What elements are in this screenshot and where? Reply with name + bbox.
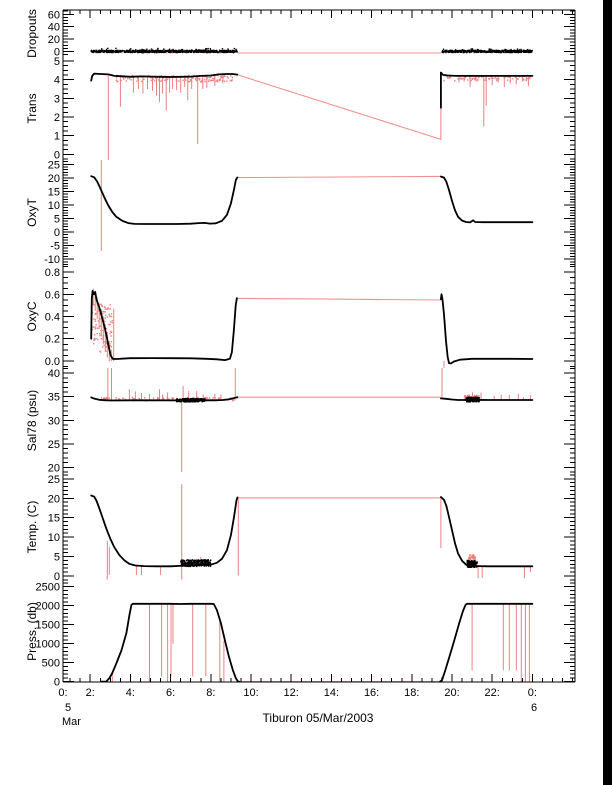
panel-temp-data [90, 484, 534, 580]
xtick-label: 22: [485, 687, 500, 699]
ytick-label-temp: 25 [48, 474, 60, 486]
ytick-label-oxyt: 5 [54, 214, 60, 226]
ytick-label-temp: 0 [54, 571, 60, 583]
ytick-label-trans: 2 [54, 112, 60, 124]
y-axis-title-temp: Temp. (C) [25, 501, 39, 554]
chart-title: Tiburon 05/Mar/2003 [263, 711, 374, 725]
ytick-label-oxyc: 0.8 [45, 267, 60, 279]
ytick-label-press: 500 [42, 658, 60, 670]
ytick-label-press: 1500 [36, 620, 60, 632]
ytick-label-trans: 1 [54, 131, 60, 143]
xtick-label: 12: [284, 687, 299, 699]
ytick-label-trans: 4 [54, 75, 60, 87]
ytick-label-trans: 5 [54, 56, 60, 68]
ytick-label-oxyc: 0.4 [45, 312, 60, 324]
ytick-label-oxyc: 0.2 [45, 334, 60, 346]
x-month-label: Mar [62, 716, 81, 728]
xtick-label: 6: [166, 687, 175, 699]
panel-oxyt-data [90, 160, 534, 251]
ytick-label-temp: 15 [48, 513, 60, 525]
axis-labels: 0204060Dropouts012345Trans-10-5051015202… [25, 9, 537, 728]
ytick-label-sal78: 20 [48, 462, 60, 474]
ytick-label-press: 0 [54, 677, 60, 689]
ytick-label-temp: 5 [54, 552, 60, 564]
xtick-label: 8: [206, 687, 215, 699]
ytick-label-sal78: 40 [48, 368, 60, 380]
ytick-label-oxyt: -10 [44, 254, 60, 266]
y-axis-title-press: Press. (db) [25, 602, 39, 661]
ytick-label-sal78: 30 [48, 415, 60, 427]
ytick-label-dropouts: 60 [48, 9, 60, 21]
y-axis-title-trans: Trans [25, 93, 39, 123]
ytick-label-temp: 20 [48, 493, 60, 505]
xtick-label: 2: [86, 687, 95, 699]
ytick-label-oxyc: 0.0 [45, 356, 60, 368]
ytick-label-temp: 10 [48, 532, 60, 544]
xtick-label: 0: [58, 687, 67, 699]
ytick-label-sal78: 25 [48, 439, 60, 451]
ytick-label-oxyt: 0 [54, 227, 60, 239]
panel-sal78-data [90, 368, 534, 473]
ytick-label-press: 2500 [36, 582, 60, 594]
panel-oxyc-data [90, 288, 534, 368]
xtick-label: 0: [528, 687, 537, 699]
ytick-label-press: 2000 [36, 601, 60, 613]
panel-press-data [100, 602, 534, 682]
ytick-label-oxyt: 15 [48, 186, 60, 198]
y-axis-title-dropouts: Dropouts [25, 9, 39, 58]
ytick-label-dropouts: 0 [54, 46, 60, 58]
ytick-label-oxyt: 10 [48, 200, 60, 212]
ytick-label-oxyc: 0.6 [45, 289, 60, 301]
ytick-label-oxyt: -5 [50, 241, 60, 253]
y-axis-title-oxyc: OxyC [25, 301, 39, 331]
xtick-label: 18: [404, 687, 419, 699]
right-black-bar [603, 0, 612, 785]
ytick-label-oxyt: 25 [48, 159, 60, 171]
x-day-left-label: 5 [65, 702, 71, 714]
xtick-label: 4: [126, 687, 135, 699]
xtick-label: 20: [444, 687, 459, 699]
ytick-label-trans: 3 [54, 93, 60, 105]
xtick-label: 10: [243, 687, 258, 699]
ytick-label-dropouts: 20 [48, 34, 60, 46]
x-day-right-label: 6 [531, 702, 537, 714]
ytick-label-dropouts: 40 [48, 22, 60, 34]
ytick-label-oxyt: 20 [48, 173, 60, 185]
ytick-label-press: 1000 [36, 639, 60, 651]
panel-dropouts-data [90, 47, 533, 54]
xtick-label: 14: [324, 687, 339, 699]
y-axis-title-oxyt: OxyT [25, 198, 39, 227]
y-axis-title-sal78: Sal78 (psu) [25, 390, 39, 451]
ytick-label-trans: 0 [54, 149, 60, 161]
xtick-label: 16: [364, 687, 379, 699]
ytick-label-sal78: 35 [48, 392, 60, 404]
panel-trans-data [90, 71, 534, 160]
axes [62, 9, 576, 683]
